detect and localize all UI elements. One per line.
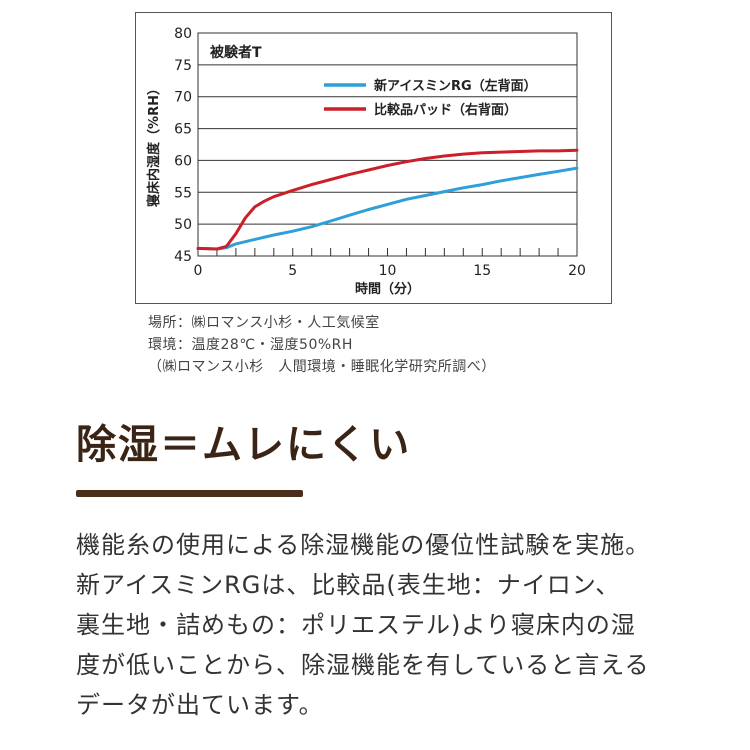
y-tick-label: 50 [174,217,192,233]
y-tick-label: 55 [174,185,192,201]
description-text: 機能糸の使用による除湿機能の優位性試験を実施。 新アイスミンRGは、比較品(表生… [76,525,716,725]
series-line-2 [196,148,579,251]
subject-label: 被験者T [210,44,262,61]
y-tick-label: 80 [174,26,192,42]
description-line: 裏生地・詰めもの：ポリエステル)より寝床内の湿 [76,611,636,639]
heading-underline [76,490,303,497]
description-line: データが出ています。 [76,691,324,719]
description-line: 機能糸の使用による除湿機能の優位性試験を実施。 [76,531,651,559]
note-source: （㈱ロマンス小杉 人間環境・睡眠化学研究所調べ） [148,359,496,375]
x-tick-label: 20 [568,263,586,279]
y-tick-label: 45 [174,249,192,265]
x-tick-label: 0 [194,263,203,279]
description-line: 新アイスミンRGは、比較品(表生地：ナイロン、 [76,571,621,599]
x-tick-label: 15 [473,263,491,279]
humidity-line-chart: 45 50 55 60 65 70 75 80 0 5 10 15 20 時間（分） 寝床内湿度（%RH） 被… [146,26,586,297]
x-tick-label: 5 [288,263,297,279]
legend-label-1: 新アイスミンRG（左背面） [374,78,537,94]
y-axis-label: 寝床内湿度（%RH） [146,82,162,207]
y-tick-label: 70 [174,90,192,106]
note-location: 場所：㈱ロマンス小杉・人工気候室 [148,315,380,331]
chart-panel: 45 50 55 60 65 70 75 80 0 5 10 15 20 時間（分） 寝床内湿度（%RH） 被… [135,12,612,304]
section-heading: 除湿＝ムレにくい [76,422,412,468]
note-environment: 環境：温度28℃・湿度50%RH [148,337,353,353]
series-line-1 [196,166,579,251]
legend-label-2: 比較品パッド（右背面） [374,102,517,118]
y-tick-label: 65 [174,122,192,138]
y-tick-label: 60 [174,153,192,169]
x-axis-label: 時間（分） [355,281,420,297]
description-line: 度が低いことから、除湿機能を有していると言える [76,651,650,679]
test-notes: 場所：㈱ロマンス小杉・人工気候室 環境：温度28℃・湿度50%RH （㈱ロマンス… [148,312,496,378]
y-tick-label: 75 [174,58,192,74]
plot-area [197,32,578,257]
x-tick-label: 10 [379,263,397,279]
